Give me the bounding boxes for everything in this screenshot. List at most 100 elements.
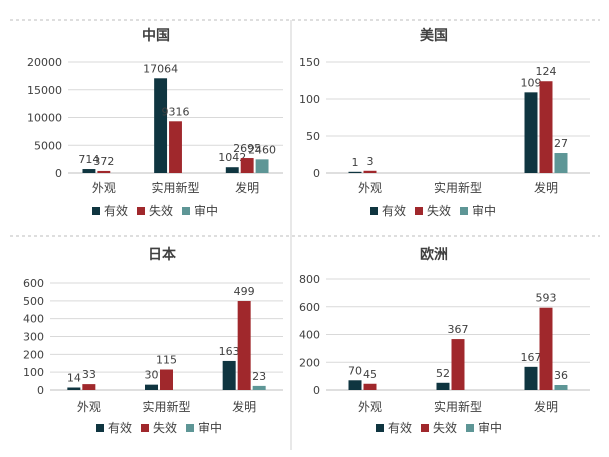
bar-审中 bbox=[554, 385, 568, 390]
bar-失效 bbox=[169, 121, 182, 173]
bar-审中 bbox=[252, 385, 266, 390]
y-tick-label: 200 bbox=[23, 348, 44, 361]
bar-失效 bbox=[539, 81, 553, 173]
y-tick-label: 0 bbox=[313, 384, 320, 397]
data-label: 27 bbox=[554, 137, 568, 150]
data-label: 33 bbox=[82, 368, 96, 381]
chart-title: 日本 bbox=[148, 246, 177, 263]
bar-有效 bbox=[145, 384, 158, 390]
bar-失效 bbox=[237, 301, 251, 390]
data-label: 109 bbox=[521, 76, 542, 89]
data-label: 14 bbox=[67, 372, 81, 385]
data-label: 45 bbox=[363, 368, 377, 381]
y-tick-label: 10000 bbox=[27, 112, 62, 125]
y-tick-label: 5000 bbox=[34, 139, 62, 152]
legend-swatch bbox=[460, 207, 468, 215]
legend-swatch bbox=[370, 207, 378, 215]
bar-失效 bbox=[240, 158, 254, 173]
chart-title: 美国 bbox=[420, 27, 448, 44]
chart-title: 欧洲 bbox=[420, 246, 448, 263]
data-label: 167 bbox=[521, 351, 542, 364]
legend-label: 有效 bbox=[382, 203, 406, 218]
data-label: 52 bbox=[436, 367, 450, 380]
legend-swatch bbox=[186, 424, 194, 432]
data-label: 372 bbox=[93, 155, 114, 168]
bar-失效 bbox=[82, 384, 96, 390]
data-label: 23 bbox=[252, 370, 266, 383]
x-category-label: 实用新型 bbox=[434, 399, 482, 414]
y-tick-label: 500 bbox=[23, 295, 44, 308]
bar-有效 bbox=[225, 167, 239, 173]
legend-label: 失效 bbox=[427, 203, 451, 218]
data-label: 70 bbox=[348, 364, 362, 377]
data-label: 17064 bbox=[143, 62, 178, 75]
y-tick-label: 150 bbox=[299, 56, 320, 69]
legend-label: 失效 bbox=[433, 420, 457, 435]
bar-有效 bbox=[348, 380, 362, 390]
chart-title: 中国 bbox=[142, 27, 170, 44]
data-label: 1 bbox=[352, 156, 359, 169]
y-tick-label: 600 bbox=[299, 301, 320, 314]
y-tick-label: 300 bbox=[23, 331, 44, 344]
bar-失效 bbox=[363, 383, 377, 390]
y-tick-label: 800 bbox=[299, 273, 320, 286]
bar-有效 bbox=[348, 171, 362, 173]
bar-失效 bbox=[539, 307, 553, 390]
y-tick-label: 0 bbox=[55, 167, 62, 180]
legend-label: 审中 bbox=[472, 203, 496, 218]
legend-swatch bbox=[415, 207, 423, 215]
data-label: 2460 bbox=[248, 143, 276, 156]
legend-label: 失效 bbox=[153, 420, 177, 435]
y-tick-label: 0 bbox=[37, 384, 44, 397]
bar-有效 bbox=[82, 169, 96, 173]
legend-swatch bbox=[92, 207, 100, 215]
legend-swatch bbox=[376, 424, 384, 432]
data-label: 9316 bbox=[162, 105, 190, 118]
x-category-label: 外观 bbox=[92, 181, 116, 195]
data-label: 714 bbox=[78, 153, 99, 166]
bar-审中 bbox=[554, 153, 568, 173]
chart-panel-3: 日本 0 100 200 300 400 500 600 外观 14 33 实用新型 30 115 发明 16… bbox=[23, 246, 283, 435]
x-category-label: 实用新型 bbox=[151, 180, 199, 195]
legend-label: 审中 bbox=[478, 420, 502, 435]
bar-有效 bbox=[524, 92, 538, 173]
data-label: 36 bbox=[554, 369, 568, 382]
data-label: 367 bbox=[448, 323, 469, 336]
data-label: 3 bbox=[367, 155, 374, 168]
data-label: 163 bbox=[219, 345, 240, 358]
data-label: 30 bbox=[145, 369, 159, 382]
y-tick-label: 200 bbox=[299, 356, 320, 369]
legend-label: 审中 bbox=[198, 420, 222, 435]
bar-有效 bbox=[222, 360, 236, 390]
x-category-label: 外观 bbox=[358, 181, 382, 195]
bar-审中 bbox=[255, 159, 269, 173]
y-tick-label: 20000 bbox=[27, 56, 62, 69]
y-tick-label: 0 bbox=[313, 167, 320, 180]
y-tick-label: 100 bbox=[299, 93, 320, 106]
legend-label: 有效 bbox=[108, 420, 132, 435]
bar-失效 bbox=[451, 339, 465, 390]
legend-label: 有效 bbox=[388, 420, 412, 435]
y-tick-label: 50 bbox=[306, 130, 320, 143]
legend-label: 有效 bbox=[104, 203, 128, 218]
bar-有效 bbox=[154, 78, 168, 173]
bar-失效 bbox=[97, 170, 111, 173]
bar-有效 bbox=[436, 382, 450, 390]
data-label: 124 bbox=[536, 65, 557, 78]
bar-失效 bbox=[160, 369, 173, 390]
legend-swatch bbox=[466, 424, 474, 432]
x-category-label: 实用新型 bbox=[434, 180, 482, 195]
legend-label: 失效 bbox=[149, 203, 173, 218]
x-category-label: 外观 bbox=[77, 400, 101, 414]
data-label: 593 bbox=[536, 292, 557, 305]
legend-swatch bbox=[137, 207, 145, 215]
y-tick-label: 100 bbox=[23, 366, 44, 379]
x-category-label: 发明 bbox=[235, 180, 259, 195]
y-tick-label: 400 bbox=[23, 313, 44, 326]
legend-swatch bbox=[182, 207, 190, 215]
y-tick-label: 400 bbox=[299, 329, 320, 342]
